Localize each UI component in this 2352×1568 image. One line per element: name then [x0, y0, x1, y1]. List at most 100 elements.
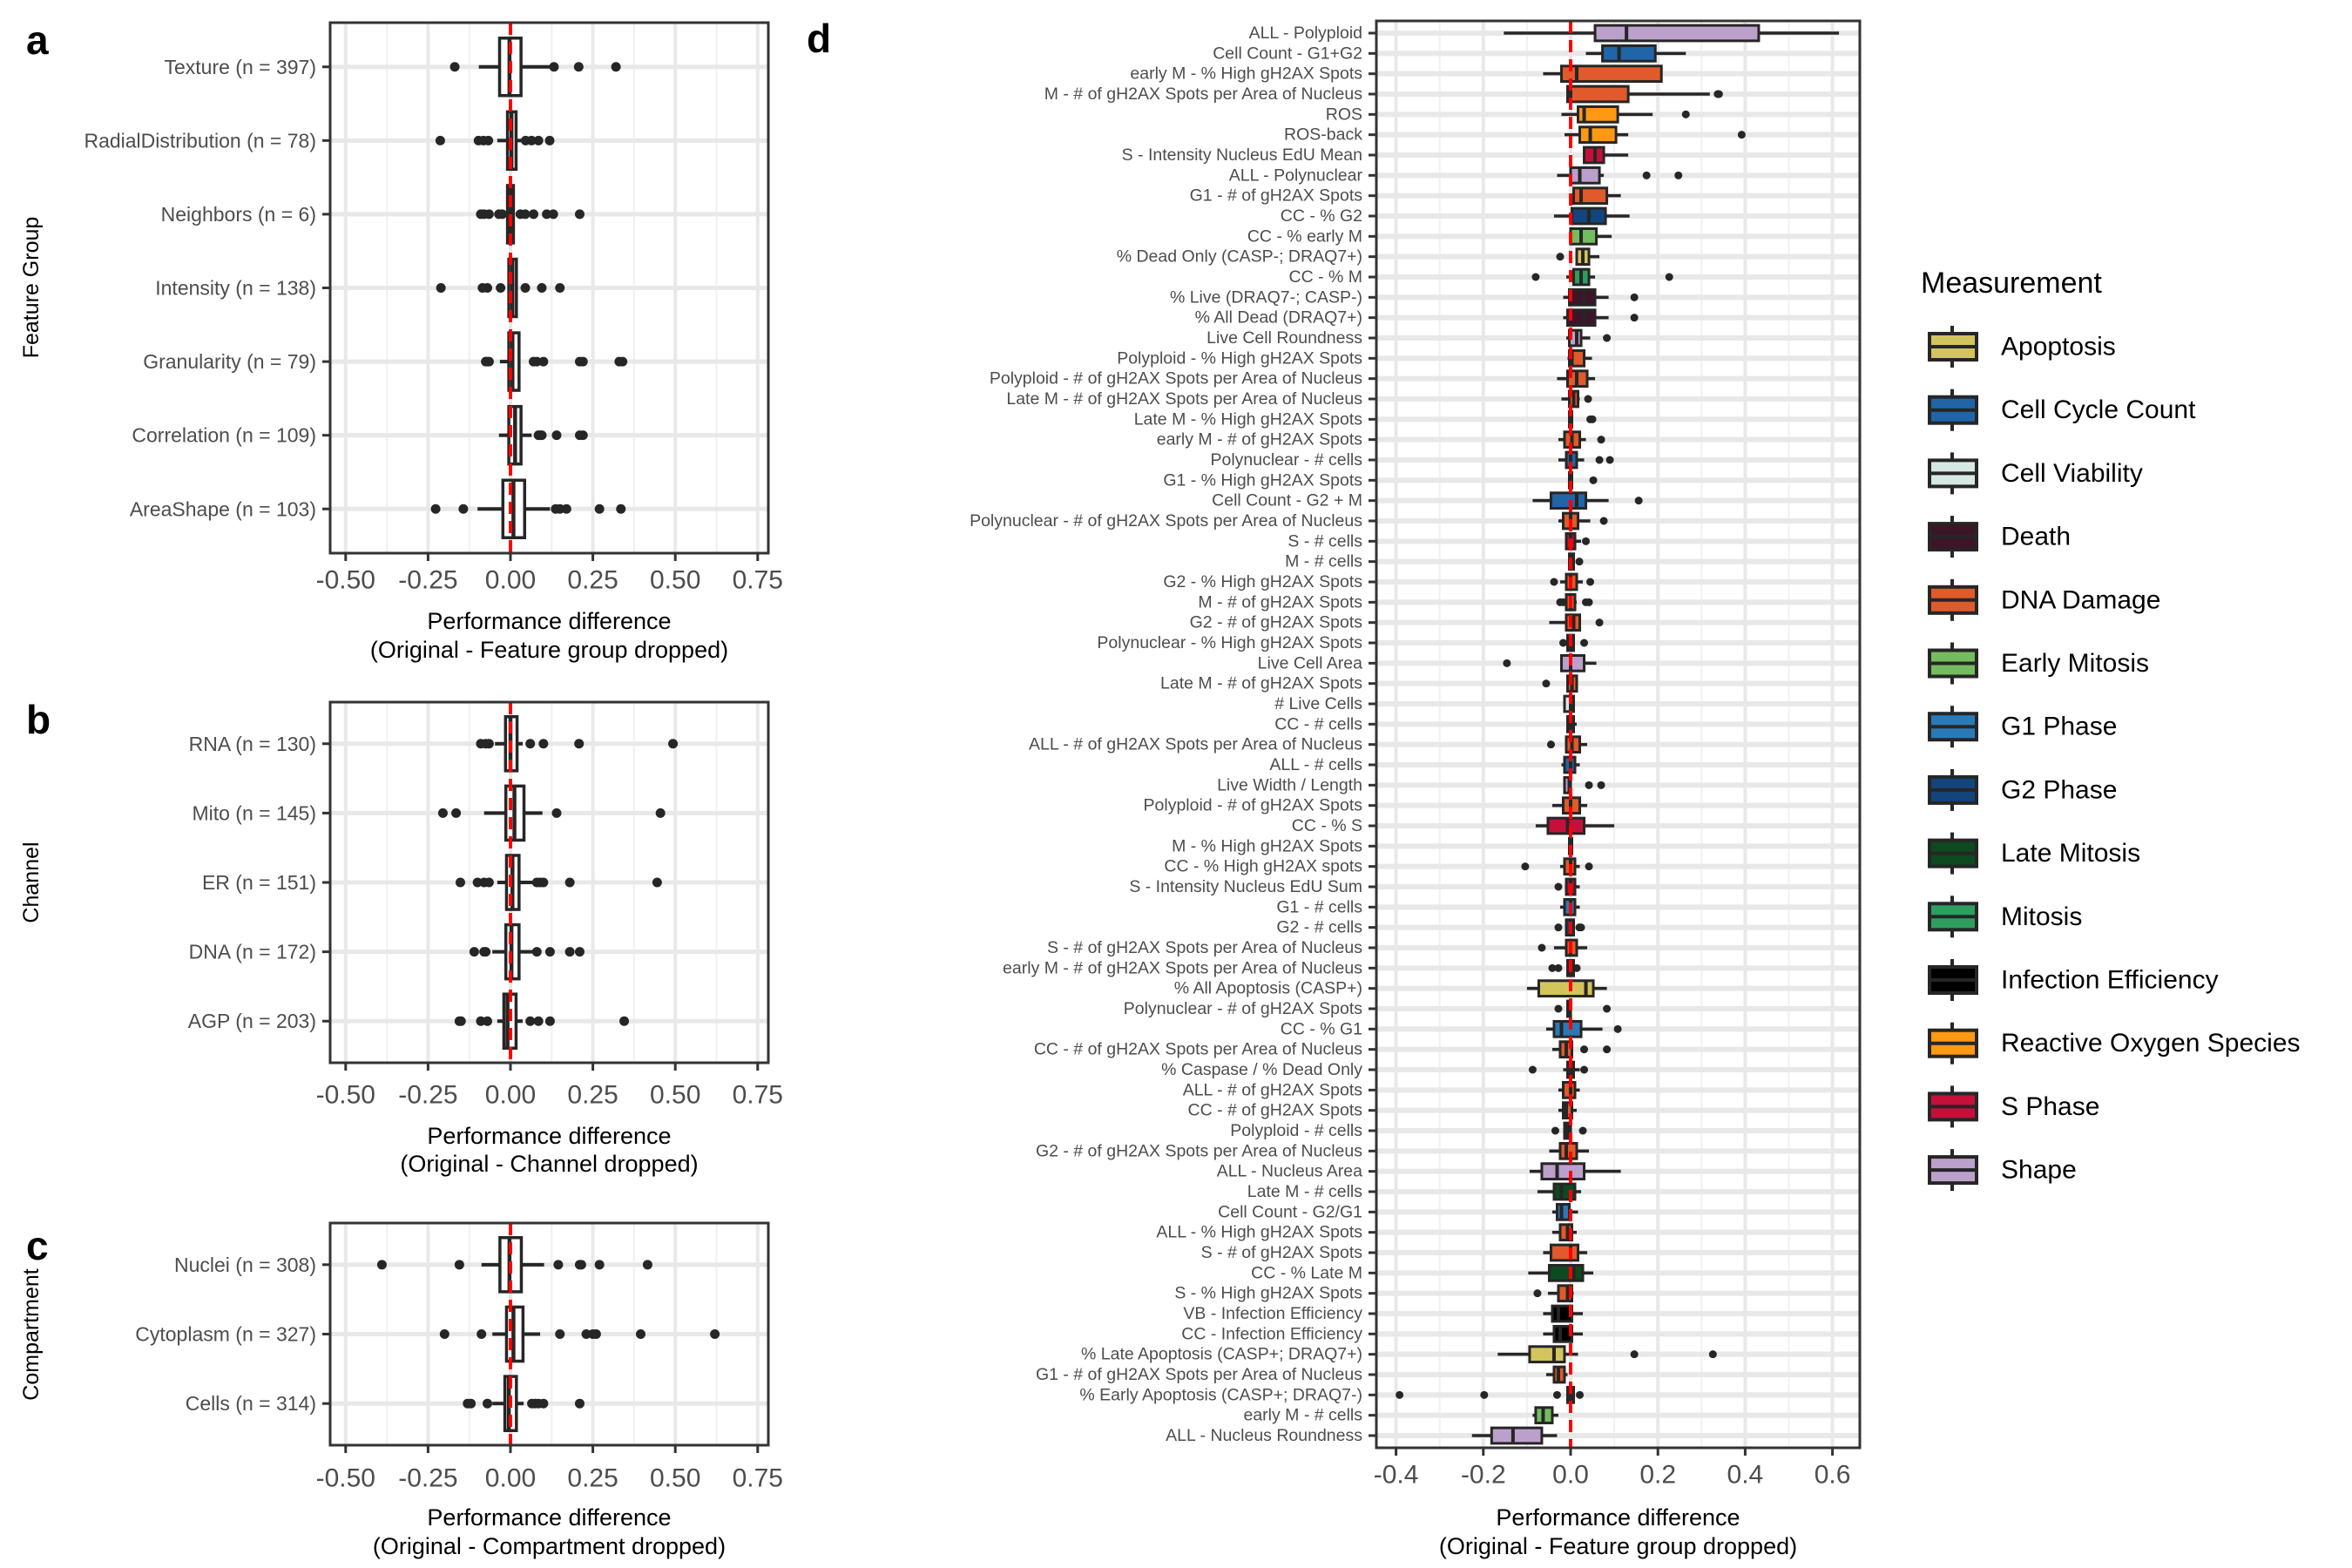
- legend-label: Apoptosis: [2001, 333, 2116, 362]
- box-iqr: [1569, 166, 1601, 185]
- category-label: Polynuclear - % High gH2AX Spots: [1097, 633, 1362, 652]
- category-label: CC - % G1: [1281, 1019, 1362, 1038]
- outlier-point: [439, 1329, 449, 1339]
- category-label: ALL - Nucleus Roundness: [1166, 1426, 1362, 1445]
- legend-label: G1 Phase: [2001, 713, 2117, 741]
- outlier-point: [1586, 578, 1595, 586]
- box-70: [1471, 1426, 1558, 1445]
- outlier-point: [1548, 963, 1557, 972]
- box-iqr: [1540, 1162, 1586, 1181]
- panel-letter: d: [807, 16, 831, 61]
- plot-border: [328, 700, 770, 1064]
- category-label: Late M - # of gH2AX Spots per Area of Nu…: [1006, 389, 1362, 409]
- outlier-point: [481, 947, 491, 957]
- outlier-point: [1630, 314, 1639, 322]
- category-label: ROS: [1326, 105, 1362, 124]
- outlier-point: [497, 209, 508, 220]
- outlier-point: [520, 209, 531, 220]
- outlier-point: [1538, 943, 1546, 952]
- box-56: [1549, 1141, 1590, 1160]
- box-iqr: [1559, 64, 1663, 84]
- outlier-point: [525, 739, 536, 749]
- legend-title: Measurement: [1921, 267, 2102, 300]
- category-label: AreaShape (n = 103): [130, 497, 316, 520]
- outlier-point: [1480, 1390, 1489, 1399]
- legend-label: DNA Damage: [2001, 585, 2160, 614]
- category-label: M - # cells: [1285, 552, 1362, 571]
- x-tick-label: 0.25: [567, 1081, 618, 1110]
- category-label: Live Cell Roundness: [1206, 328, 1362, 348]
- legend-item: Shape: [1928, 1149, 2077, 1192]
- outlier-point: [548, 209, 558, 220]
- category-label: % Dead Only (CASP-; DRAQ7+): [1117, 247, 1362, 267]
- category-label: Polyploid - # cells: [1230, 1121, 1362, 1140]
- legend-label: S Phase: [2001, 1092, 2099, 1121]
- outlier-point: [564, 947, 575, 957]
- outlier-point: [436, 283, 446, 293]
- box-22: [1558, 450, 1614, 470]
- outlier-point: [1542, 679, 1551, 688]
- category-label: Polyploid - # of gH2AX Spots per Area of…: [990, 369, 1362, 389]
- outlier-point: [531, 947, 542, 957]
- outlier-point: [449, 62, 460, 72]
- outlier-point: [1578, 1126, 1587, 1135]
- box-62: [1528, 1263, 1594, 1282]
- legend-item: S Phase: [1928, 1085, 2099, 1128]
- outlier-point: [1552, 1390, 1561, 1399]
- category-label: G2 - # of gH2AX Spots: [1190, 613, 1363, 632]
- category-label: Cell Count - G2 + M: [1212, 491, 1362, 510]
- category-label: S - Intensity Nucleus EdU Sum: [1129, 877, 1362, 896]
- category-label: ALL - # of gH2AX Spots per Area of Nucle…: [1029, 735, 1362, 754]
- box-4: [436, 257, 565, 319]
- box-50: [1545, 1019, 1622, 1038]
- outlier-point: [466, 1398, 476, 1409]
- legend-item: Mitosis: [1928, 896, 2082, 938]
- box-8: [1557, 166, 1683, 185]
- outlier-point: [1554, 882, 1563, 891]
- category-label: Intensity (n = 138): [155, 277, 316, 300]
- x-tick-label: 0.75: [733, 566, 783, 595]
- outlier-point: [710, 1329, 720, 1339]
- legend-label: Shape: [2001, 1156, 2077, 1185]
- category-label: CC - Infection Efficiency: [1181, 1324, 1362, 1343]
- outlier-point: [538, 739, 549, 749]
- panel-a: Texture (n = 397) RadialDistribution (n =…: [19, 17, 783, 663]
- outlier-point: [581, 1329, 591, 1339]
- box-18: [1557, 369, 1596, 389]
- x-axis-title: (Original - Channel dropped): [400, 1151, 698, 1177]
- box-55: [1551, 1121, 1587, 1140]
- outlier-point: [472, 877, 483, 888]
- x-tick-label: -0.25: [398, 1081, 457, 1110]
- outlier-point: [655, 808, 666, 818]
- outlier-point: [1634, 497, 1643, 505]
- box-iqr: [1552, 1019, 1583, 1038]
- x-tick-label: -0.50: [316, 1464, 375, 1493]
- category-label: S - Intensity Nucleus EdU Mean: [1122, 145, 1362, 165]
- box-6: [1564, 125, 1746, 145]
- y-axis-title: Compartment: [19, 1268, 44, 1400]
- outlier-point: [574, 1398, 585, 1409]
- category-label: ROS-back: [1284, 125, 1362, 145]
- outlier-point: [531, 356, 542, 367]
- outlier-point: [564, 877, 575, 888]
- outlier-point: [1737, 131, 1746, 139]
- outlier-point: [456, 1016, 466, 1026]
- x-tick-label: -0.25: [398, 566, 457, 595]
- x-tick-label: -0.25: [398, 1464, 457, 1493]
- box-2: [1585, 44, 1686, 63]
- category-label: Polynuclear - # of gH2AX Spots: [1124, 999, 1362, 1018]
- category-label: Mito (n = 145): [192, 801, 316, 824]
- legend-item: Reactive Oxygen Species: [1928, 1022, 2301, 1064]
- outlier-point: [1575, 558, 1584, 566]
- box-13: [1531, 267, 1673, 287]
- outlier-point: [1603, 334, 1612, 342]
- outlier-point: [652, 877, 662, 888]
- outlier-point: [538, 1398, 549, 1409]
- legend-item: Cell Cycle Count: [1928, 389, 2196, 431]
- category-label: G1 - % High gH2AX Spots: [1163, 470, 1362, 490]
- plot-border: [328, 1221, 770, 1447]
- box-4: [1565, 84, 1723, 104]
- panel-letter: a: [26, 17, 49, 63]
- box-1: [1504, 24, 1840, 43]
- outlier-point: [619, 1016, 630, 1026]
